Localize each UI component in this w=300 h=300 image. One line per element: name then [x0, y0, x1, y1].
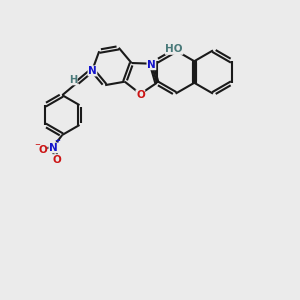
Text: O: O	[38, 145, 47, 155]
Text: −: −	[34, 142, 40, 148]
Text: H: H	[69, 75, 77, 85]
Text: O: O	[52, 155, 61, 165]
Text: N: N	[88, 66, 97, 76]
Text: N: N	[147, 60, 156, 70]
Text: +: +	[54, 138, 60, 144]
Text: N: N	[49, 143, 58, 153]
Text: HO: HO	[165, 44, 183, 54]
Text: O: O	[136, 90, 145, 100]
